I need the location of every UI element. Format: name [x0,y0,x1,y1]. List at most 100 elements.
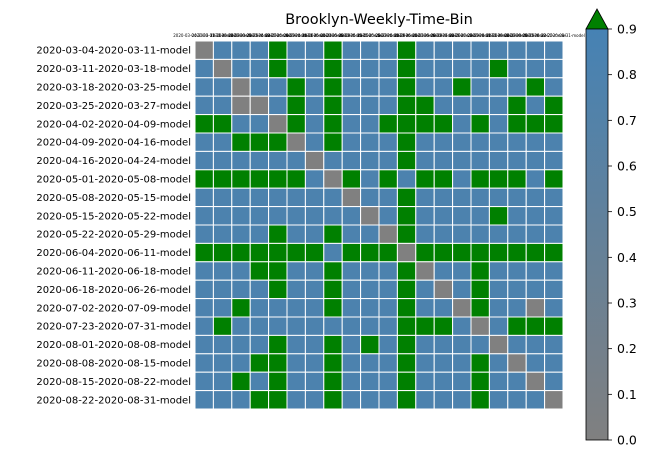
heatmap-cell [415,334,435,355]
heatmap-cell [231,224,251,244]
heatmap-cell [488,298,509,318]
row-label: 2020-05-22-2020-05-29-model [36,230,191,241]
heatmap-cell [286,132,306,152]
heatmap-cell [396,150,417,171]
heatmap-cell [231,187,251,208]
heatmap-cell [360,77,380,97]
colorbar-tick-label: 0.5 [617,204,637,219]
heatmap-cell [544,187,564,208]
heatmap-cell [525,77,546,97]
heatmap-cell [194,77,214,97]
heatmap-cell [525,316,546,336]
colorbar-extend-arrow [585,8,609,30]
heatmap-cell [304,279,325,300]
heatmap-cell [360,95,380,116]
heatmap-cell [396,353,417,373]
heatmap-cell [488,77,509,97]
heatmap-cell [415,242,435,263]
heatmap-cell [194,114,214,134]
heatmap-cell [433,95,454,116]
heatmap-cell [544,150,564,171]
heatmap-cell [212,390,233,410]
heatmap-cell [268,390,288,410]
heatmap-cell [231,150,251,171]
heatmap-cell [212,224,233,244]
heatmap-cell [249,132,270,152]
heatmap-cell [268,353,288,373]
heatmap-cell [268,150,288,171]
heatmap-cell [231,77,251,97]
heatmap-cell [286,206,306,226]
heatmap-cell [360,169,380,189]
heatmap-cell [415,169,435,189]
heatmap-cell [249,224,270,244]
heatmap-cell [396,114,417,134]
column-label: 2020-08-01-2020-08-08-model [468,33,530,38]
heatmap-cell [396,58,417,79]
heatmap-cell [433,114,454,134]
row-label: 2020-03-04-2020-03-11-model [36,46,191,57]
heatmap-cell [415,206,435,226]
heatmap-cell [360,132,380,152]
heatmap-cell [488,353,509,373]
row-label: 2020-04-09-2020-04-16-model [36,138,191,149]
heatmap-cell [488,132,509,152]
heatmap-cell [341,316,362,336]
heatmap-cell [470,224,490,244]
heatmap-cell [470,316,490,336]
heatmap-cell [378,77,398,97]
heatmap-cell [286,261,306,281]
heatmap-cell [452,169,472,189]
heatmap-cell [507,206,527,226]
heatmap-cell [433,40,454,60]
heatmap-cell [360,371,380,392]
heatmap-cell [323,58,343,79]
heatmap-cell [286,224,306,244]
heatmap-cell [194,187,214,208]
heatmap-cell [323,390,343,410]
heatmap-cell [323,371,343,392]
heatmap-cell [396,206,417,226]
column-label: 2020-04-09-2020-04-16-model [265,33,327,38]
row-label: 2020-05-08-2020-05-15-model [36,193,191,204]
heatmap-cell [378,390,398,410]
heatmap-cell [433,206,454,226]
column-label: 2020-05-15-2020-05-22-model [339,33,401,38]
heatmap-cell [525,261,546,281]
heatmap-cell [433,298,454,318]
heatmap-cell [304,316,325,336]
column-label: 2020-06-04-2020-06-11-model [376,33,438,38]
heatmap-cell [415,224,435,244]
heatmap-cell [488,40,509,60]
heatmap-cell [396,242,417,263]
heatmap-cell [194,334,214,355]
heatmap-cell [507,58,527,79]
heatmap-cell [544,40,564,60]
heatmap-cell [194,95,214,116]
heatmap-cell [323,95,343,116]
row-label: 2020-08-22-2020-08-31-model [36,395,191,406]
heatmap-cell [433,242,454,263]
heatmap-cell [396,261,417,281]
heatmap-cell [488,242,509,263]
heatmap-cell [341,261,362,281]
heatmap-cell [507,132,527,152]
heatmap-cell [433,353,454,373]
heatmap-cell [323,316,343,336]
row-label: 2020-06-18-2020-06-26-model [36,285,191,296]
heatmap-cell [433,224,454,244]
heatmap-cell [304,150,325,171]
row-label: 2020-03-11-2020-03-18-model [36,64,191,75]
heatmap-cell [268,206,288,226]
heatmap-cell [396,316,417,336]
heatmap-cell [433,77,454,97]
heatmap-cell [378,95,398,116]
column-label: 2020-05-22-2020-05-29-model [357,33,419,38]
heatmap-cell [488,95,509,116]
heatmap-cell [304,206,325,226]
heatmap-cell [433,150,454,171]
heatmap-cell [304,169,325,189]
heatmap-cell [286,58,306,79]
column-label: 2020-03-18-2020-03-25-model [210,33,272,38]
heatmap-cell [249,261,270,281]
